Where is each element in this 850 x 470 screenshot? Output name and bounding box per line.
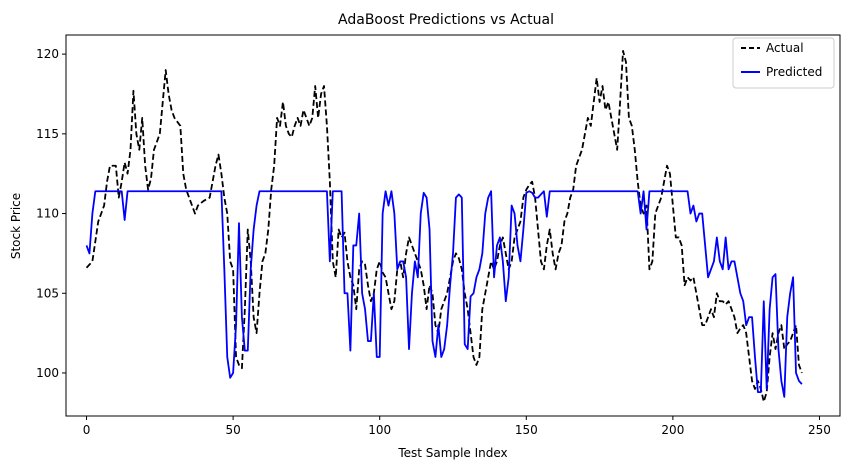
legend-actual-label: Actual [766, 41, 804, 55]
x-tick-label: 150 [515, 423, 538, 437]
x-tick-label: 50 [225, 423, 240, 437]
legend-box [732, 37, 835, 89]
y-tick-label: 105 [36, 286, 59, 300]
y-tick-label: 100 [36, 366, 59, 380]
x-tick-label: 250 [808, 423, 831, 437]
y-tick-label: 120 [36, 47, 59, 61]
y-tick-label: 110 [36, 207, 59, 221]
series-layer [85, 50, 803, 403]
x-tick-label: 100 [368, 423, 391, 437]
y-axis-label: Stock Price [9, 193, 23, 259]
y-tick-label: 115 [36, 127, 59, 141]
x-axis-label: Test Sample Index [397, 446, 507, 460]
x-tick-label: 0 [83, 423, 91, 437]
plot-area [65, 34, 841, 417]
series-line-predicted [85, 190, 803, 398]
y-axis: 100 105 110 115 120 [36, 47, 66, 380]
chart-title: AdaBoost Predictions vs Actual [338, 12, 554, 28]
x-axis: 0 50 100 150 200 250 [83, 416, 831, 437]
legend-predicted-label: Predicted [766, 65, 822, 79]
legend: Actual Predicted [732, 37, 835, 89]
x-tick-label: 200 [661, 423, 684, 437]
series-line-actual [85, 50, 803, 403]
